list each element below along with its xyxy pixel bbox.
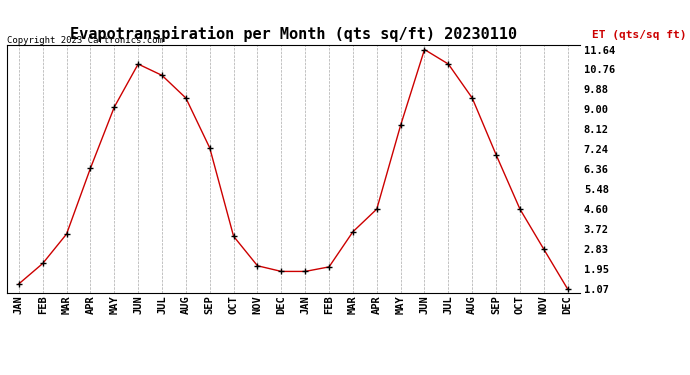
Text: ET (qts/sq ft): ET (qts/sq ft) — [592, 30, 687, 40]
Text: Copyright 2023 Cartronics.com: Copyright 2023 Cartronics.com — [7, 36, 163, 45]
Title: Evapotranspiration per Month (qts sq/ft) 20230110: Evapotranspiration per Month (qts sq/ft)… — [70, 27, 517, 42]
